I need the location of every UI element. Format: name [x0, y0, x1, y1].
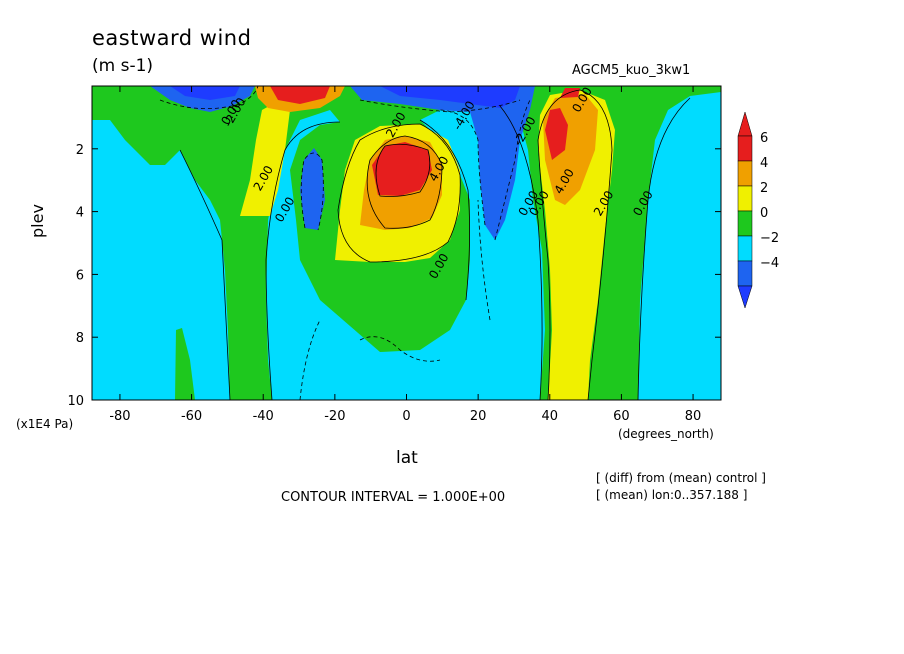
contour-interval: CONTOUR INTERVAL = 1.000E+00 [281, 490, 506, 505]
x-axis-units: (degrees_north) [618, 427, 714, 441]
colorbar-label: 4 [760, 156, 768, 171]
x-tick-label: 80 [685, 409, 702, 424]
colorbar-lower-arrow [737, 285, 753, 309]
colorbar-label: −4 [760, 256, 779, 271]
colorbar: 6 4 2 0 −2 −4 [737, 111, 779, 309]
footnote-mean: [ (mean) lon:0..357.188 ] [596, 488, 748, 502]
colorbar-label: 2 [760, 181, 768, 196]
contour-field [92, 86, 721, 400]
y-tick-label: 10 [67, 394, 84, 409]
colorbar-segment [737, 185, 753, 212]
colorbar-segment [737, 235, 753, 262]
colorbar-label: −2 [760, 231, 779, 246]
x-tick-label: -40 [253, 409, 274, 424]
x-tick-label: -20 [324, 409, 345, 424]
colorbar-upper-arrow [737, 111, 753, 137]
colorbar-segment [737, 210, 753, 237]
colorbar-segment [737, 160, 753, 187]
y-tick-label: 4 [76, 206, 84, 221]
x-axis-label: lat [396, 448, 418, 468]
x-tick-label: -60 [181, 409, 202, 424]
colorbar-segment [737, 260, 753, 287]
x-tick-label: -80 [109, 409, 130, 424]
x-tick-label: 40 [542, 409, 559, 424]
units-label: (m s-1) [92, 56, 154, 76]
colorbar-segment [737, 135, 753, 162]
run-label: AGCM5_kuo_3kw1 [572, 63, 691, 78]
axes: -80 -60 -40 -20 0 20 40 60 80 2 4 6 8 10 [67, 86, 721, 424]
footnote-diff: [ (diff) from (mean) control ] [596, 471, 766, 485]
colorbar-label: 6 [760, 131, 768, 146]
y-tick-label: 2 [76, 143, 84, 158]
y-tick-label: 8 [76, 331, 84, 346]
y-axis-units: (x1E4 Pa) [16, 417, 74, 431]
x-tick-label: 20 [470, 409, 487, 424]
contour-lines [159, 86, 691, 400]
x-tick-label: 60 [613, 409, 630, 424]
colorbar-label: 0 [760, 206, 768, 221]
x-tick-label: 0 [402, 409, 410, 424]
y-tick-label: 6 [76, 268, 84, 283]
chart-title: eastward wind [92, 26, 252, 50]
